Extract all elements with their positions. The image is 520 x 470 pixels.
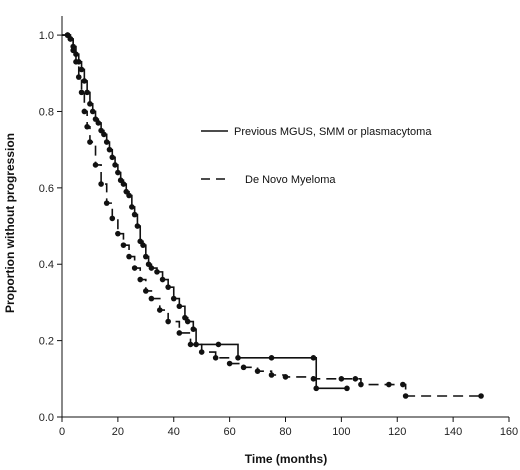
censor-marker [75, 74, 82, 80]
censor-marker [268, 372, 275, 378]
x-axis-title: Time (months) [245, 452, 327, 466]
y-tick-label: 0.6 [39, 183, 54, 195]
censor-marker [310, 355, 317, 361]
censor-marker [184, 318, 191, 325]
x-tick-label: 40 [168, 426, 180, 438]
censor-marker [89, 108, 96, 115]
censor-marker [226, 360, 233, 367]
censor-marker [137, 276, 144, 283]
censor-marker [215, 341, 222, 348]
x-tick-label: 60 [224, 426, 236, 438]
legend-label: De Novo Myeloma [245, 174, 336, 186]
censor-marker [282, 374, 289, 380]
censor-marker [112, 162, 118, 168]
censor-marker [176, 330, 183, 336]
x-tick-label: 80 [279, 426, 291, 438]
censor-marker [101, 131, 107, 138]
censor-marker [148, 265, 155, 271]
censor-marker [165, 284, 171, 290]
censor-marker [187, 341, 194, 348]
censor-marker [402, 393, 409, 399]
censor-marker [478, 393, 484, 399]
censor-marker [170, 295, 177, 302]
y-axis-title: Proportion without progression [3, 133, 17, 313]
censor-marker [103, 200, 110, 206]
y-tick-label: 0.0 [39, 412, 54, 424]
censor-marker [120, 242, 127, 248]
series-line-previous [62, 34, 347, 390]
censor-marker [126, 253, 132, 260]
censor-marker [148, 295, 155, 302]
censor-marker [84, 123, 90, 130]
y-tick-label: 0.4 [39, 259, 54, 271]
censor-marker [254, 368, 261, 374]
censor-marker [109, 154, 116, 161]
legend: Previous MGUS, SMM or plasmacytoma De Nov… [201, 126, 432, 186]
censor-marker [67, 36, 74, 42]
censor-marker [126, 192, 132, 199]
x-tick-label: 20 [112, 426, 124, 438]
censor-marker [87, 101, 93, 107]
censor-marker [235, 355, 241, 361]
censor-marker [87, 139, 93, 145]
censor-marker [198, 349, 205, 355]
censor-marker [352, 376, 359, 382]
censor-marker [193, 341, 199, 348]
censor-marker [386, 381, 392, 388]
censor-marker [154, 269, 160, 275]
censor-marker [73, 59, 79, 65]
censor-marker [400, 381, 406, 388]
censor-marker [115, 169, 121, 176]
series-layer [62, 32, 484, 399]
x-tick-label: 0 [59, 426, 65, 438]
censor-marker [159, 276, 166, 283]
y-tick-label: 0.8 [39, 106, 54, 118]
censor-marker [268, 355, 275, 361]
censor-marker [131, 211, 138, 218]
censor-marker [78, 66, 85, 73]
censor-marker [358, 381, 364, 388]
censor-marker [78, 89, 85, 96]
censor-marker [134, 223, 141, 229]
censor-marker [190, 326, 197, 332]
censor-marker [95, 120, 102, 126]
censor-marker [143, 288, 149, 294]
censor-marker [98, 181, 104, 187]
censor-marker [115, 230, 121, 237]
x-tick-label: 160 [500, 426, 518, 438]
censor-marker [240, 364, 247, 371]
censor-marker [131, 265, 138, 271]
censor-marker [176, 303, 183, 310]
x-tick-label: 140 [444, 426, 462, 438]
censor-marker [140, 242, 146, 248]
censor-marker [120, 181, 127, 187]
y-tick-label: 0.2 [39, 336, 54, 348]
censor-marker [70, 47, 76, 54]
x-tick-label: 120 [388, 426, 406, 438]
legend-label: Previous MGUS, SMM or plasmacytoma [234, 126, 432, 138]
censor-marker [338, 376, 345, 382]
censor-marker [344, 385, 350, 392]
censor-marker [84, 89, 90, 96]
censor-marker [109, 215, 116, 222]
censor-marker [129, 204, 135, 210]
axes: 0 20 40 60 80 100 120 140 160 0.0 0.2 0.4 0.6 0.8 1.0 [39, 16, 518, 438]
censor-marker [313, 385, 320, 392]
censor-marker [81, 78, 88, 84]
series-line-de-novo [62, 34, 482, 397]
censor-marker [143, 253, 149, 260]
censor-marker [81, 108, 88, 115]
censor-marker [310, 376, 317, 382]
y-tick-label: 1.0 [39, 30, 54, 42]
censor-marker [103, 139, 110, 145]
censor-marker [106, 146, 113, 153]
censor-marker [165, 318, 171, 325]
censor-marker [156, 307, 163, 313]
censor-marker [92, 162, 99, 168]
x-tick-label: 100 [332, 426, 350, 438]
censor-marker [212, 355, 219, 361]
